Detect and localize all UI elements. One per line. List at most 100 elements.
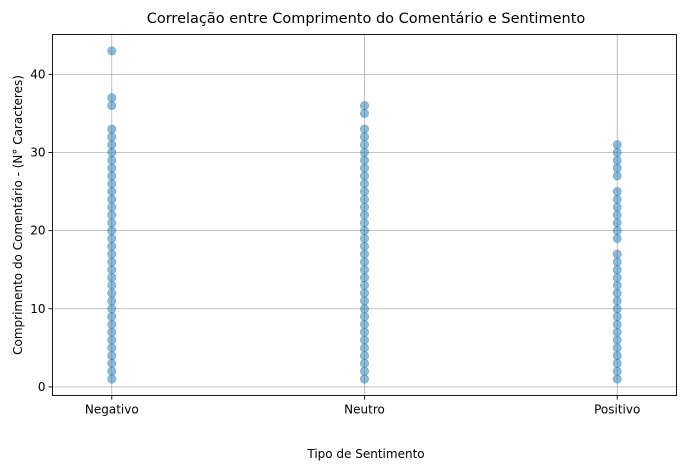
data-point — [107, 343, 117, 353]
data-point — [359, 210, 369, 220]
x-axis-ticks: Negativo Neutro Positivo — [85, 395, 640, 417]
data-point — [359, 296, 369, 306]
data-point — [359, 366, 369, 376]
data-point — [612, 147, 622, 157]
data-point — [359, 147, 369, 157]
data-points — [107, 46, 622, 384]
data-point — [612, 296, 622, 306]
data-point — [612, 140, 622, 150]
data-point — [107, 194, 117, 204]
data-point — [107, 124, 117, 134]
data-point — [359, 155, 369, 165]
data-point — [359, 319, 369, 329]
data-point — [359, 273, 369, 283]
data-point — [612, 226, 622, 236]
y-tick-label: 20 — [30, 224, 45, 238]
data-point — [612, 187, 622, 197]
data-point — [107, 327, 117, 337]
data-point — [107, 351, 117, 361]
data-point — [107, 296, 117, 306]
data-point — [107, 171, 117, 181]
data-point — [359, 327, 369, 337]
data-point — [612, 312, 622, 322]
x-tick-label: Negativo — [85, 403, 139, 417]
x-tick-label: Neutro — [344, 403, 385, 417]
data-point — [359, 101, 369, 111]
data-point — [107, 46, 117, 56]
data-point — [612, 280, 622, 290]
data-point — [612, 249, 622, 259]
data-point — [107, 155, 117, 165]
data-point — [107, 304, 117, 314]
data-point — [612, 319, 622, 329]
data-point — [107, 288, 117, 298]
data-point — [107, 101, 117, 111]
data-point — [107, 147, 117, 157]
data-point — [107, 187, 117, 197]
data-point — [359, 351, 369, 361]
data-point — [359, 140, 369, 150]
data-point — [107, 366, 117, 376]
data-point — [612, 374, 622, 384]
data-point — [612, 273, 622, 283]
y-tick-label: 40 — [30, 67, 45, 81]
data-point — [359, 226, 369, 236]
y-tick-label: 0 — [38, 380, 46, 394]
data-point — [359, 241, 369, 251]
data-point — [612, 257, 622, 267]
data-point — [612, 171, 622, 181]
data-point — [359, 249, 369, 259]
chart-title: Correlação entre Comprimento do Comentár… — [147, 11, 586, 27]
data-point — [612, 202, 622, 212]
data-point — [359, 335, 369, 345]
data-point — [359, 374, 369, 384]
data-point — [107, 265, 117, 275]
data-point — [612, 218, 622, 228]
data-point — [107, 163, 117, 173]
data-point — [107, 280, 117, 290]
data-point — [107, 241, 117, 251]
data-point — [107, 335, 117, 345]
data-point — [107, 226, 117, 236]
data-point — [359, 288, 369, 298]
data-point — [359, 304, 369, 314]
data-point — [612, 351, 622, 361]
data-point — [107, 273, 117, 283]
data-point — [359, 343, 369, 353]
data-point — [612, 233, 622, 243]
data-point — [107, 179, 117, 189]
data-point — [107, 93, 117, 103]
data-point — [107, 312, 117, 322]
data-point — [107, 132, 117, 142]
data-point — [359, 187, 369, 197]
y-axis-ticks: 0 10 20 30 40 — [30, 67, 53, 394]
data-point — [107, 202, 117, 212]
data-point — [107, 140, 117, 150]
data-point — [107, 374, 117, 384]
data-point — [107, 210, 117, 220]
data-point — [612, 304, 622, 314]
data-point — [359, 132, 369, 142]
data-point — [612, 358, 622, 368]
y-tick-label: 10 — [30, 302, 45, 316]
data-point — [107, 319, 117, 329]
data-point — [612, 335, 622, 345]
data-point — [107, 233, 117, 243]
data-point — [359, 202, 369, 212]
data-point — [359, 358, 369, 368]
data-point — [612, 327, 622, 337]
data-point — [612, 343, 622, 353]
y-axis-label: Comprimento do Comentário - (N° Caracter… — [11, 75, 25, 355]
data-point — [612, 288, 622, 298]
data-point — [359, 108, 369, 118]
data-point — [359, 171, 369, 181]
data-point — [359, 312, 369, 322]
data-point — [359, 163, 369, 173]
data-point — [107, 249, 117, 259]
data-point — [359, 265, 369, 275]
data-point — [612, 210, 622, 220]
data-point — [359, 233, 369, 243]
x-axis-label: Tipo de Sentimento — [306, 447, 424, 461]
data-point — [612, 265, 622, 275]
